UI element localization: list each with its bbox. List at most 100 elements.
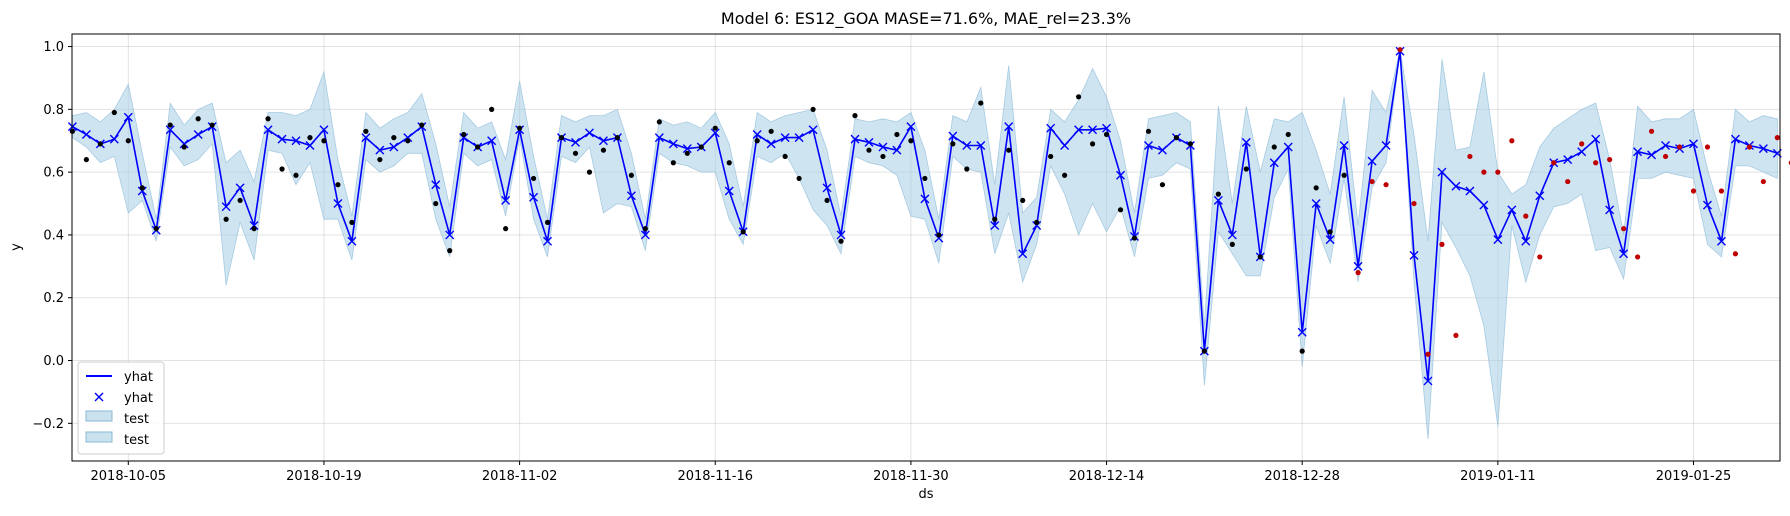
actual-point	[1299, 348, 1305, 354]
actual-point	[600, 147, 607, 153]
yhat-marker	[543, 236, 553, 246]
chart-title: Model 6: ES12_GOA MASE=71.6%, MAE_rel=23…	[721, 9, 1131, 29]
yhat-marker	[1143, 140, 1153, 150]
yhat-marker	[584, 128, 594, 138]
actual-point	[181, 144, 187, 150]
yhat-marker	[1591, 134, 1601, 144]
yhat-marker	[1758, 144, 1768, 154]
actual-point	[251, 226, 257, 232]
yhat-marker	[1227, 230, 1237, 240]
yhat-marker	[1521, 236, 1531, 246]
yhat-marker	[263, 125, 273, 135]
actual-point	[1187, 141, 1193, 147]
test-point	[1676, 144, 1683, 150]
yhat-marker	[1004, 122, 1014, 132]
yhat-marker	[1353, 261, 1363, 271]
yhat-marker	[990, 221, 1000, 231]
test-point	[1593, 160, 1599, 166]
yhat-marker	[1074, 125, 1084, 135]
x-tick-label: 2018-11-30	[873, 469, 949, 484]
actual-point	[544, 219, 551, 225]
test-point	[1746, 144, 1752, 150]
actual-point	[866, 147, 872, 153]
test-point	[1481, 169, 1487, 175]
legend-label-test-1: test	[124, 412, 149, 427]
legend-frame	[77, 361, 165, 455]
legend-x-swatch	[94, 392, 104, 402]
actual-point	[950, 141, 956, 147]
actual-point	[391, 135, 397, 141]
actual-point	[1048, 153, 1054, 160]
x-axis-label: ds	[918, 487, 933, 502]
actual-point	[335, 182, 341, 188]
yhat-marker	[1283, 142, 1293, 152]
yhat-marker	[1493, 235, 1503, 245]
x-tick-label: 2018-11-02	[482, 469, 558, 484]
test-point	[1495, 169, 1501, 175]
x-axis: 2018-10-05 2018-10-19 2018-11-02 2018-11-16…	[91, 461, 1731, 484]
test-point	[1397, 47, 1403, 53]
actual-point	[419, 122, 425, 128]
yhat-marker	[1479, 200, 1489, 210]
actual-point	[698, 144, 704, 150]
actual-point	[754, 138, 760, 144]
yhat-marker	[137, 186, 147, 196]
yhat-marker	[1157, 145, 1167, 155]
yhat-marker	[305, 140, 315, 150]
test-point	[1565, 178, 1571, 185]
actual-point	[97, 141, 103, 147]
x-tick-label: 2018-12-28	[1264, 469, 1340, 484]
actual-point	[279, 166, 285, 172]
legend: yhat yhat test test	[77, 361, 165, 455]
yhat-marker	[906, 122, 916, 132]
actual-point	[726, 160, 732, 166]
yhat-marker	[794, 133, 804, 143]
yhat-marker	[1018, 249, 1028, 259]
actual-point	[572, 150, 579, 156]
test-point	[1648, 128, 1655, 134]
yhat-marker	[123, 112, 133, 122]
actual-point	[1271, 144, 1277, 150]
actual-point	[628, 172, 635, 178]
test-point	[1704, 144, 1711, 150]
yhat-marker	[850, 134, 860, 144]
actual-point	[377, 156, 383, 163]
actual-point	[433, 200, 439, 207]
yhat-marker	[221, 202, 231, 212]
actual-point	[824, 197, 830, 204]
actual-point	[1089, 141, 1096, 147]
actual-point	[768, 128, 774, 134]
yhat-marker	[1088, 125, 1098, 135]
legend-label-yhat-marker: yhat	[124, 391, 153, 406]
yhat-marker	[626, 191, 636, 201]
yhat-marker	[1689, 139, 1698, 149]
plot-frame	[71, 33, 1781, 462]
actual-point	[307, 135, 313, 141]
actual-point	[1034, 219, 1040, 225]
actual-point	[978, 100, 984, 106]
yhat-marker	[1269, 158, 1279, 168]
test-point	[1732, 251, 1739, 257]
x-tick-label: 2019-01-11	[1460, 469, 1536, 484]
actual-point	[363, 128, 369, 134]
actual-point	[670, 160, 676, 166]
actual-point	[530, 175, 537, 182]
yhat-marker	[1116, 170, 1126, 180]
actual-point	[740, 229, 746, 235]
actual-point	[1117, 207, 1124, 213]
yhat-marker	[1367, 156, 1377, 166]
test-point	[1439, 241, 1445, 247]
yhat-marker	[1297, 327, 1307, 337]
actual-point	[139, 185, 145, 191]
yhat-marker	[529, 192, 539, 202]
band-area	[72, 49, 1778, 440]
test-point	[1760, 178, 1766, 185]
actual-point	[880, 153, 886, 160]
yhat-marker	[165, 125, 175, 135]
yhat-marker	[389, 142, 399, 152]
yhat-marker	[1605, 205, 1615, 215]
actual-point	[1006, 147, 1012, 153]
yhat-marker	[1325, 235, 1335, 245]
yhat-marker	[179, 139, 189, 149]
